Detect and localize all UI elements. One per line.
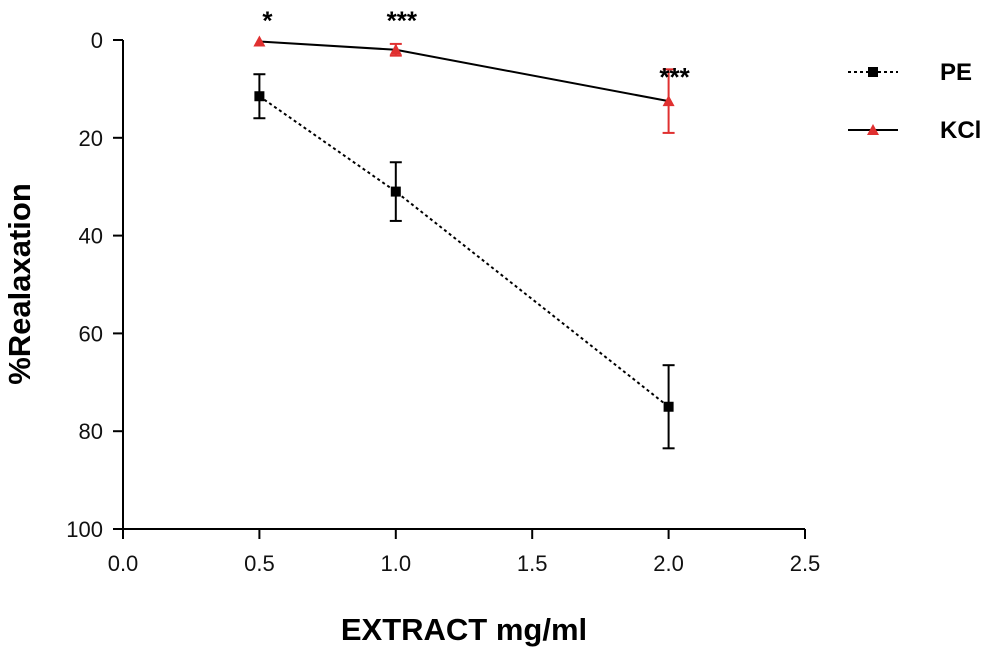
- y-tick-label: 60: [79, 321, 103, 346]
- series-pe-point: [254, 91, 265, 102]
- legend-item-kcl: KCl: [848, 117, 981, 144]
- legend-item-pe: PE: [848, 59, 972, 86]
- annotations: * ******: [262, 6, 690, 92]
- y-axis-title: %Realaxation: [2, 183, 37, 385]
- legend-label: KCl: [940, 117, 981, 144]
- series-kcl-point: [389, 43, 402, 55]
- series-kcl-line: [259, 40, 669, 103]
- y-tick-label: 100: [66, 517, 103, 542]
- y-tick-label: 20: [79, 126, 103, 151]
- y-tick-label: 0: [91, 28, 103, 53]
- series-kcl-point: [253, 35, 266, 47]
- x-tick-label: 1.5: [517, 551, 548, 576]
- x-tick-label: 0.5: [244, 551, 275, 576]
- legend-marker: [867, 124, 879, 135]
- y-tick-label: 80: [79, 419, 103, 444]
- significance-annotation: ***: [659, 62, 690, 92]
- series-layer: [253, 35, 675, 450]
- y-tick-label: 40: [79, 224, 103, 249]
- ticks: 0.0 0.5 1.0 1.5 2.0 2.5 0 20 40 60 80 100: [66, 28, 820, 576]
- x-tick-label: 2.5: [790, 551, 821, 576]
- series-pe-line: [258, 95, 670, 408]
- x-tick-label: 0.0: [108, 551, 139, 576]
- axes: [122, 40, 805, 530]
- legend: PE KCl: [848, 59, 981, 144]
- series-kcl: [253, 35, 675, 134]
- series-kcl-point: [662, 95, 675, 107]
- series-pe-point: [390, 186, 401, 197]
- x-tick-label: 2.0: [653, 551, 684, 576]
- series-pe: [253, 73, 675, 450]
- legend-label: PE: [940, 59, 972, 86]
- series-pe-point: [663, 401, 674, 412]
- significance-annotation: *: [262, 6, 273, 36]
- legend-marker: [868, 67, 878, 77]
- significance-annotation: ***: [387, 6, 418, 36]
- x-axis-title: EXTRACT mg/ml: [341, 612, 587, 647]
- x-tick-label: 1.0: [381, 551, 412, 576]
